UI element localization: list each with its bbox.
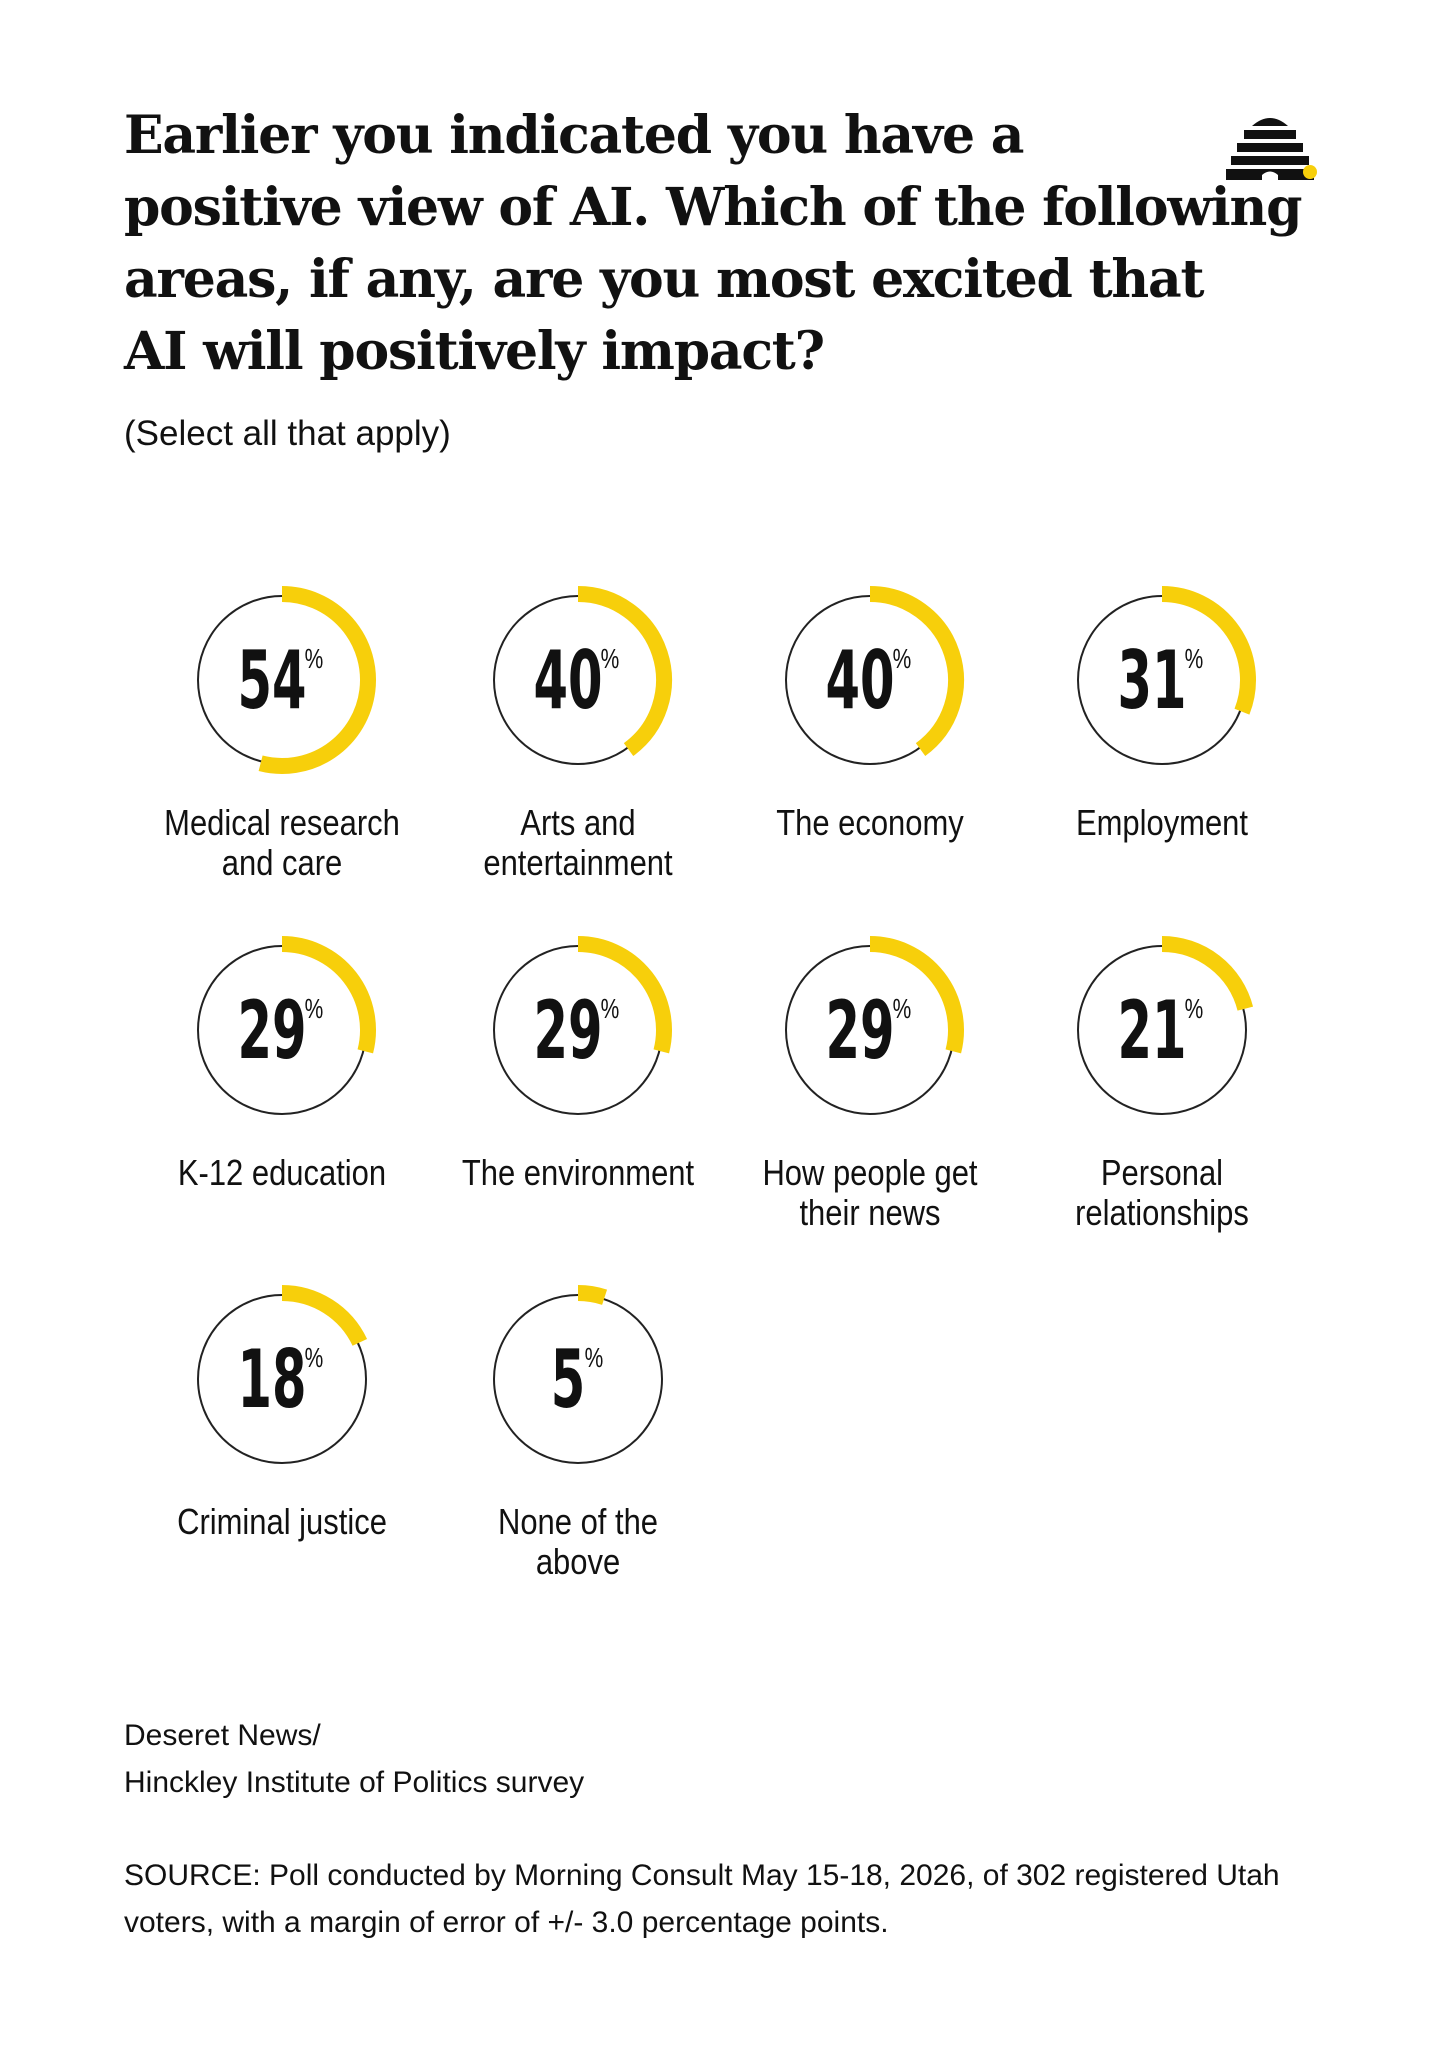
value-label: 40 (533, 633, 602, 727)
value-label: 29 (237, 983, 306, 1077)
percent-sign: % (893, 994, 912, 1025)
value-label: 5 (551, 1332, 586, 1426)
title-line: AI will positively impact? (124, 321, 825, 382)
category-label: above (536, 1543, 620, 1583)
value-label: 21 (1117, 983, 1186, 1077)
value-arc (281, 1285, 368, 1347)
category-label: Criminal justice (177, 1503, 387, 1543)
radial-item: 29% The environment (462, 936, 695, 1194)
category-label: K-12 education (178, 1154, 386, 1194)
category-label: None of the (498, 1503, 658, 1543)
value-arc (1161, 586, 1256, 715)
radial-item: 31% Employment (1076, 586, 1256, 844)
chart-subtitle: (Select all that apply) (124, 414, 451, 453)
value-arc (281, 936, 376, 1054)
value-label: 18 (237, 1332, 306, 1426)
value-arc (577, 1285, 608, 1305)
radial-item: 18% Criminal justice (177, 1285, 387, 1543)
category-label: Personal (1101, 1154, 1223, 1194)
title-line: positive view of AI. Which of the follow… (124, 177, 1302, 238)
percent-sign: % (893, 644, 912, 675)
category-label: relationships (1075, 1194, 1249, 1234)
credit-line: Deseret News/ (124, 1719, 321, 1752)
category-label: Employment (1076, 804, 1249, 844)
value-arc (869, 586, 964, 757)
source-note: SOURCE: Poll conducted by Morning Consul… (124, 1859, 1280, 1939)
value-arc (577, 586, 672, 757)
category-label: How people get (762, 1154, 978, 1194)
category-label: The economy (776, 804, 964, 844)
chart-title: Earlier you indicated you have a positiv… (124, 100, 1302, 388)
percent-sign: % (601, 644, 620, 675)
percent-sign: % (585, 1343, 604, 1374)
percent-sign: % (305, 644, 324, 675)
percent-sign: % (305, 1343, 324, 1374)
percent-sign: % (305, 994, 324, 1025)
value-label: 31 (1117, 633, 1186, 727)
title-line: Earlier you indicated you have a (124, 105, 1024, 166)
category-label: Arts and (520, 804, 635, 844)
radial-item: 40% The economy (776, 586, 964, 844)
category-label: their news (799, 1194, 940, 1234)
radial-item: 29% K-12 education (178, 936, 386, 1194)
value-label: 54 (237, 633, 306, 727)
beehive-shape (1226, 118, 1314, 180)
category-label: and care (222, 844, 342, 884)
value-arc (577, 936, 672, 1054)
percent-sign: % (1185, 644, 1204, 675)
category-label: entertainment (483, 844, 673, 884)
value-arc (869, 936, 964, 1054)
value-label: 29 (825, 983, 894, 1077)
category-label: The environment (462, 1154, 695, 1194)
value-arc (258, 586, 376, 774)
value-arc (1161, 936, 1254, 1011)
credit: Deseret News/ Hinckley Institute of Poli… (124, 1712, 584, 1806)
category-label: Medical research (164, 804, 400, 844)
beehive-icon (1226, 118, 1317, 180)
percent-sign: % (601, 994, 620, 1025)
percent-sign: % (1185, 994, 1204, 1025)
value-label: 40 (825, 633, 894, 727)
title-line: areas, if any, are you most excited that (124, 249, 1205, 310)
credit-line: Hinckley Institute of Politics survey (124, 1766, 585, 1799)
logo-dot (1303, 165, 1317, 179)
value-label: 29 (533, 983, 602, 1077)
